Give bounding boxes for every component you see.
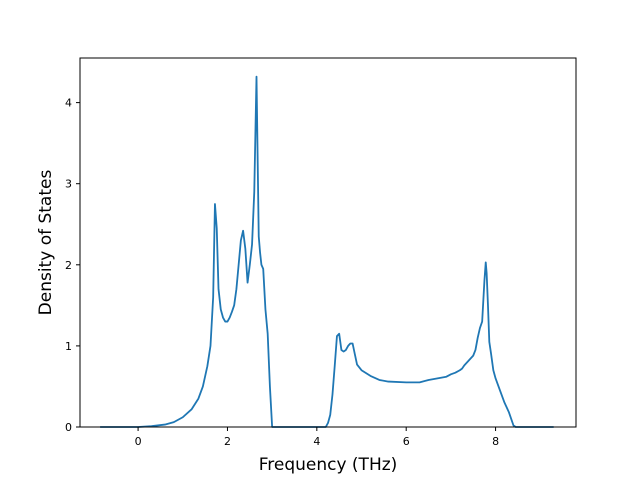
- x-tick-label: 6: [403, 435, 410, 448]
- y-tick-label: 1: [65, 340, 72, 353]
- series-layer: [100, 75, 554, 428]
- x-tick-label: 8: [492, 435, 499, 448]
- series-line-0: [100, 75, 554, 428]
- x-tick-label: 2: [224, 435, 231, 448]
- y-axis-ticks: 0 1 2 3 4: [65, 97, 80, 434]
- y-tick-label: 4: [65, 97, 72, 110]
- plot-area: [80, 58, 576, 427]
- y-axis-label: Density of States: [36, 170, 56, 316]
- y-tick-label: 3: [65, 178, 72, 191]
- x-axis-label: Frequency (THz): [259, 455, 398, 475]
- y-tick-label: 2: [65, 259, 72, 272]
- x-tick-label: 4: [313, 435, 320, 448]
- x-tick-label: 0: [135, 435, 142, 448]
- axes-frame: [79, 57, 577, 428]
- x-axis-ticks: 0 2 4 6 8: [135, 427, 499, 448]
- y-tick-label: 0: [65, 421, 72, 434]
